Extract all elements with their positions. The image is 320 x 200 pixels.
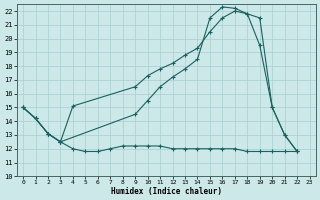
X-axis label: Humidex (Indice chaleur): Humidex (Indice chaleur) — [111, 187, 222, 196]
